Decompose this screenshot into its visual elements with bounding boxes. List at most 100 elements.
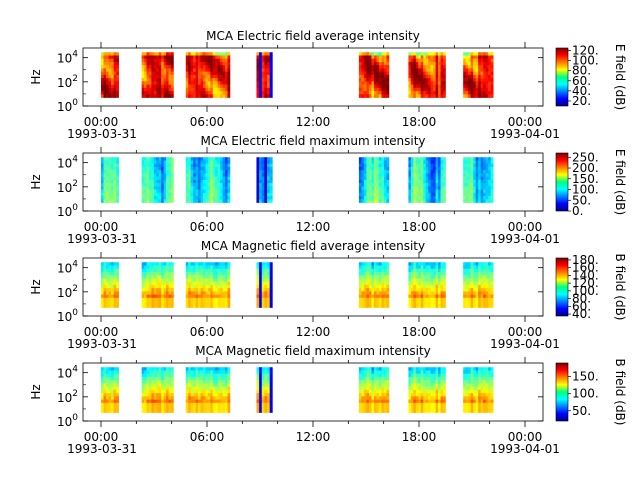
spectrogram-cell: [198, 183, 201, 187]
spectrogram-cell: [202, 393, 206, 397]
y-tick-exponent: 0: [72, 308, 78, 318]
spectrogram-cell: [113, 281, 117, 286]
spectrogram-cell: [198, 166, 201, 171]
spectrogram-cell: [103, 297, 107, 302]
spectrogram-cell: [220, 370, 223, 375]
spectrogram-cell: [185, 74, 189, 79]
spectrogram-cell: [361, 396, 365, 400]
spectrogram-cell: [200, 78, 204, 82]
spectrogram-cell: [423, 373, 427, 378]
spectrogram-cell: [103, 176, 107, 181]
spectrogram-cell: [264, 284, 268, 289]
spectrogram-cell: [423, 199, 427, 203]
spectrogram-cell: [378, 376, 382, 381]
spectrogram-cell: [267, 52, 271, 56]
spectrogram-cell: [473, 163, 476, 168]
spectrogram-cell: [408, 163, 412, 168]
spectrogram-cell: [468, 192, 471, 197]
x-tick-label: 18:00: [402, 430, 437, 444]
spectrogram-cell: [435, 278, 439, 282]
spectrogram-cell: [490, 163, 494, 168]
spectrogram-cell: [225, 389, 228, 394]
spectrogram-cell: [101, 399, 104, 404]
spectrogram-cell: [383, 91, 387, 95]
spectrogram-cell: [259, 52, 263, 56]
spectrogram-cell: [158, 265, 162, 270]
spectrogram-cell: [210, 91, 214, 95]
spectrogram-cell: [205, 160, 209, 165]
spectrogram-cell: [185, 170, 189, 174]
spectrogram-cell: [261, 176, 265, 181]
spectrogram-cell: [108, 301, 112, 305]
spectrogram-cell: [200, 301, 204, 305]
spectrogram-cell: [415, 189, 419, 194]
spectrogram-cell: [217, 61, 221, 66]
spectrogram-cell: [366, 268, 370, 273]
spectrogram-cell: [358, 65, 362, 69]
spectrogram-cell: [220, 386, 223, 391]
spectrogram-cell: [468, 55, 471, 60]
spectrogram-cell: [148, 284, 152, 289]
spectrogram-cell: [428, 192, 431, 197]
spectrogram-cell: [408, 406, 412, 410]
spectrogram-cell: [193, 409, 196, 413]
spectrogram-cell: [488, 297, 491, 302]
spectrogram-cell: [410, 281, 414, 286]
spectrogram-cell: [485, 196, 489, 200]
spectrogram-cell: [267, 166, 271, 171]
spectrogram-cell: [463, 376, 466, 381]
spectrogram-cell: [166, 275, 169, 279]
spectrogram-cell: [207, 284, 211, 289]
spectrogram-cell: [205, 170, 209, 174]
spectrogram-cell: [420, 196, 424, 200]
spectrogram-cell: [116, 58, 119, 63]
spectrogram-cell: [188, 262, 191, 266]
spectrogram-cell: [200, 179, 204, 184]
spectrogram-cell: [410, 163, 414, 168]
spectrogram-cell: [156, 284, 160, 289]
spectrogram-cell: [438, 183, 441, 187]
colorbar-gradient: [555, 152, 569, 212]
spectrogram-cell: [368, 399, 372, 404]
spectrogram-cell: [465, 271, 469, 276]
spectrogram-cell: [470, 370, 474, 375]
spectrogram-cell: [415, 179, 419, 184]
spectrogram-cell: [440, 78, 444, 82]
spectrogram-cell: [485, 61, 489, 66]
spectrogram-cell: [363, 196, 367, 200]
spectrogram-cell: [113, 81, 117, 85]
spectrogram-cell: [485, 376, 489, 381]
spectrogram-cell: [378, 170, 382, 174]
spectrogram-cell: [425, 91, 429, 95]
spectrogram-cell: [267, 278, 271, 282]
spectrogram-cell: [433, 87, 436, 92]
spectrogram-cell: [188, 268, 191, 273]
spectrogram-cell: [478, 271, 481, 276]
spectrogram-cell: [188, 65, 191, 69]
spectrogram-cell: [146, 383, 150, 387]
spectrogram-cell: [440, 84, 444, 89]
spectrogram-cell: [433, 55, 436, 60]
spectrogram-cell: [363, 367, 367, 371]
spectrogram-cell: [106, 199, 109, 203]
spectrogram-cell: [470, 275, 474, 279]
spectrogram-cell: [170, 84, 174, 89]
spectrogram-cell: [420, 380, 424, 384]
spectrogram-cell: [430, 163, 434, 168]
spectrogram-cell: [371, 373, 375, 378]
spectrogram-cell: [468, 402, 471, 407]
spectrogram-cell: [435, 183, 439, 187]
spectrogram-cell: [166, 87, 169, 92]
spectrogram-cell: [116, 262, 119, 266]
spectrogram-cell: [488, 402, 491, 407]
spectrogram-cell: [156, 393, 160, 397]
spectrogram-cell: [227, 176, 231, 181]
spectrogram-cell: [413, 78, 417, 82]
spectrogram-cell: [168, 189, 172, 194]
spectrogram-cell: [480, 271, 484, 276]
spectrogram-cell: [410, 271, 414, 276]
spectrogram-cell: [198, 94, 201, 98]
spectrogram-cell: [151, 367, 155, 371]
spectrogram-cell: [227, 74, 231, 79]
spectrogram-cell: [425, 78, 429, 82]
